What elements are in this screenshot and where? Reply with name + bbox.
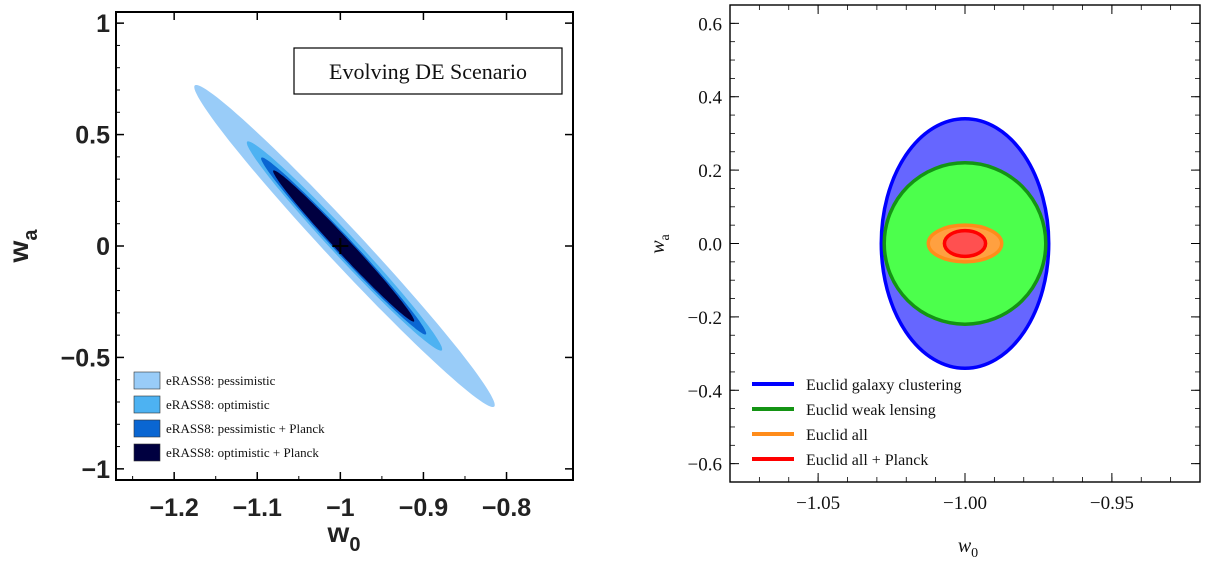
left-legend-swatch (133, 443, 161, 462)
right-contour-euclid-all-planck (942, 228, 988, 259)
left-y-tick-label: −1 (81, 456, 110, 484)
right-y-tick-label: 0.4 (698, 88, 722, 109)
left-chart-title: Evolving DE Scenario (329, 59, 527, 84)
left-x-tick-label: −1 (326, 494, 355, 522)
left-x-tick-label: −1.1 (233, 494, 282, 522)
left-x-tick-label: −0.9 (399, 494, 448, 522)
left-title-box: Evolving DE Scenario (293, 47, 563, 95)
left-y-axis-label: wa (3, 229, 42, 264)
left-x-axis-label: w0 (327, 517, 361, 556)
left-legend-label: eRASS8: optimistic (166, 397, 270, 412)
left-x-tick-label: −0.8 (482, 494, 531, 522)
right-x-tick-label: −0.95 (1090, 493, 1134, 514)
left-legend-label: eRASS8: pessimistic (166, 373, 276, 388)
right-y-tick-label: 0.6 (698, 14, 722, 35)
left-y-tick-label: 0.5 (75, 122, 110, 150)
right-legend: Euclid galaxy clustering Euclid weak lens… (752, 377, 962, 469)
right-contours (879, 116, 1051, 371)
right-legend-label: Euclid all + Planck (806, 452, 928, 469)
left-legend-swatch (133, 395, 161, 414)
right-plot-frame (729, 4, 1201, 483)
left-chart: −1.2 −1.1 −1 −0.9 −0.8 −1 −0.5 0 0.5 1 Evolving D… (3, 10, 574, 556)
right-y-tick-label: 0.0 (698, 235, 722, 256)
left-legend-label: eRASS8: optimistic + Planck (166, 445, 319, 460)
left-legend-swatch (133, 419, 161, 438)
right-legend-label: Euclid weak lensing (806, 402, 936, 419)
right-legend-label: Euclid galaxy clustering (806, 377, 962, 394)
left-legend-swatch (133, 371, 161, 390)
right-y-axis-label: wa (647, 233, 673, 253)
right-x-tick-label: −1.00 (943, 493, 987, 514)
right-y-tick-label: −0.6 (688, 455, 722, 476)
left-center-marker (332, 238, 349, 254)
right-x-tick-label: −1.05 (796, 493, 840, 514)
right-legend-label: Euclid all (806, 427, 868, 444)
right-chart: −1.05 −1.00 −0.95−0.6−0.4−0.20.00.20.40.6 … (647, 4, 1201, 561)
left-y-tick-label: 0 (96, 233, 110, 261)
right-ticks: −1.05 −1.00 −0.95 −0.6 −0.4 −0.2 0.0 0.2 0.4 0.6 (688, 4, 1200, 514)
right-y-tick-label: 0.2 (698, 161, 722, 182)
left-y-tick-label: 1 (96, 10, 110, 38)
right-y-tick-label: −0.4 (688, 381, 723, 402)
right-x-axis-label: w0 (958, 535, 978, 561)
left-plot-frame (115, 11, 574, 481)
left-x-tick-label: −1.2 (149, 494, 198, 522)
left-ticks: −1.2 −1.1 −1 −0.9 −0.8 −1 −0.5 0 0.5 1 (61, 10, 573, 522)
left-y-tick-label: −0.5 (61, 344, 110, 372)
right-y-tick-label: −0.2 (688, 308, 722, 329)
left-legend: eRASS8: pessimistic eRASS8: optimistic eRA… (133, 371, 325, 462)
left-legend-label: eRASS8: pessimistic + Planck (166, 421, 325, 436)
